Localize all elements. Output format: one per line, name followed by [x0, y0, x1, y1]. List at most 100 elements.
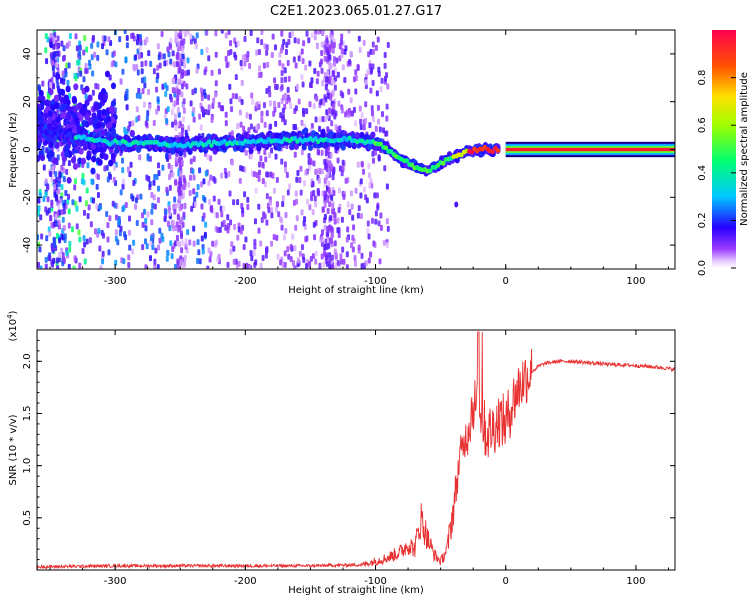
- colorbar-tick-label-3: 0.6: [697, 117, 708, 133]
- spectrogram-cell-793: [374, 218, 378, 225]
- spectrogram-cell-1533: [52, 36, 56, 43]
- spectrogram-cell-1035: [157, 244, 161, 251]
- spectrogram-y-tick-label-3: 20: [22, 95, 33, 108]
- spectrogram-cell-375: [136, 48, 140, 55]
- spectrogram-cell-1049: [349, 190, 353, 197]
- spectrogram-cell-1185: [144, 238, 148, 245]
- spectrogram-cell-2134: [110, 100, 117, 107]
- spectrogram-cell-1022: [337, 187, 341, 194]
- spectrogram-cell-1102: [221, 105, 225, 112]
- spectrogram-cell-1613: [174, 157, 178, 164]
- spectrogram-cell-327: [119, 189, 123, 196]
- spectrogram-cell-914: [372, 240, 376, 247]
- spectrogram-cell-1285: [207, 55, 211, 62]
- spectrogram-cell-994: [191, 89, 195, 96]
- spectrogram-cell-1794: [320, 236, 324, 243]
- spectrogram-cell-976: [90, 54, 94, 61]
- spectrogram-cell-2272: [44, 99, 50, 107]
- spectrogram-cell-2179: [48, 141, 54, 149]
- spectrogram-cell-1683: [175, 36, 179, 43]
- spectrogram-cell-683: [44, 32, 48, 39]
- spectrogram-cell-3025: [320, 128, 326, 136]
- spectrogram-cell-1671: [171, 87, 175, 94]
- spectrogram-cell-844: [318, 61, 322, 68]
- spectrogram-cell-1751: [183, 177, 187, 184]
- spectrogram-cell-1045: [149, 235, 153, 242]
- spectrogram-cell-254: [291, 233, 295, 240]
- colorbar-tick-label-1: 0.2: [697, 212, 708, 228]
- spectrogram-cell-784: [186, 57, 190, 64]
- spectrogram-cell-112: [77, 229, 81, 236]
- spectrogram-cell-346: [270, 206, 274, 213]
- spectrogram-cell-1206: [165, 85, 169, 92]
- spectrogram-cell-1417: [46, 196, 50, 203]
- spectrogram-cell-945: [169, 37, 173, 44]
- spectrogram-cell-1266: [308, 101, 312, 108]
- spectrogram-cell-1328: [305, 108, 309, 115]
- spectrogram-cell-3636: [495, 148, 501, 154]
- spectrogram-cell-1044: [239, 59, 243, 66]
- spectrogram-cell-1351: [354, 260, 358, 267]
- spectrogram-cell-474: [161, 83, 165, 90]
- spectrogram-cell-654: [37, 234, 40, 241]
- spectrogram-cell-80: [136, 69, 140, 76]
- spectrogram-cell-1080: [247, 127, 251, 134]
- spectrogram-cell-1408: [60, 40, 64, 47]
- spectrogram-cell-1449: [62, 208, 66, 215]
- spectrogram-cell-1428: [48, 230, 52, 237]
- spectrogram-cell-1862: [333, 84, 337, 91]
- spectrogram-cell-1341: [144, 225, 148, 232]
- spectrogram-cell-1745: [180, 216, 184, 223]
- spectrogram-cell-284: [193, 87, 197, 94]
- snr-y-tick-label-0: 0.5: [22, 510, 33, 526]
- spectrogram-cell-540: [364, 79, 368, 86]
- spectrogram-cell-1651: [183, 183, 187, 190]
- spectrogram-cell-1734: [180, 231, 184, 238]
- spectrogram-cell-1229: [186, 229, 190, 236]
- spectrogram-cell-1505: [57, 181, 61, 188]
- spectrogram-cell-2287: [47, 110, 53, 117]
- spectrogram-cell-356: [202, 212, 206, 219]
- spectrogram-cell-715: [166, 249, 170, 256]
- spectrogram-cell-1545: [50, 202, 54, 209]
- spectrogram-cell-818: [249, 153, 253, 160]
- spectrogram-cell-1007: [311, 209, 315, 216]
- spectrogram-cell-1108: [158, 62, 162, 69]
- spectrogram-cell-310: [174, 113, 178, 120]
- spectrogram-cell-717: [99, 265, 103, 269]
- spectrogram-cell-115: [380, 77, 384, 84]
- spectrogram-cell-72: [378, 258, 382, 265]
- spectrogram-cell-148: [138, 154, 142, 161]
- spectrogram-cell-760: [192, 174, 196, 181]
- spectrogram-cell-591: [215, 212, 219, 219]
- spectrogram-cell-826: [352, 224, 356, 231]
- spectrogram-cell-1218: [210, 205, 214, 212]
- spectrogram-cell-963: [344, 111, 348, 118]
- spectrogram-cell-940: [315, 78, 319, 85]
- spectrogram-cell-488: [167, 51, 171, 58]
- spectrogram-cell-2434: [90, 143, 96, 150]
- spectrogram-cell-1060: [112, 176, 116, 183]
- spectrogram-cell-898: [85, 46, 89, 53]
- spectrogram-cell-1379: [385, 183, 389, 190]
- spectrogram-cell-2081: [66, 176, 72, 184]
- spectrogram-cell-1355: [358, 46, 362, 53]
- spectrogram-cell-745: [217, 198, 221, 205]
- spectrogram-cell-595: [139, 193, 143, 200]
- spectrogram-cell-1167: [282, 234, 286, 241]
- spectrogram-cell-1881: [333, 60, 337, 67]
- spectrogram-cell-343: [227, 50, 231, 57]
- spectrogram-cell-1429: [52, 71, 56, 78]
- spectrogram-cell-659: [238, 96, 242, 103]
- spectrogram-cell-748: [195, 67, 199, 74]
- spectrogram-cell-1345: [141, 212, 145, 219]
- spectrogram-cell-1423: [61, 70, 65, 77]
- spectrogram-cell-739: [263, 213, 267, 220]
- spectrogram-cell-948: [190, 205, 194, 212]
- spectrogram-cell-553: [250, 92, 254, 99]
- spectrogram-cell-803: [331, 47, 335, 54]
- spectrogram-cell-57: [145, 243, 149, 250]
- snr-y-tick-label-1: 1.0: [22, 458, 33, 474]
- spectrogram-cell-1012: [67, 40, 71, 47]
